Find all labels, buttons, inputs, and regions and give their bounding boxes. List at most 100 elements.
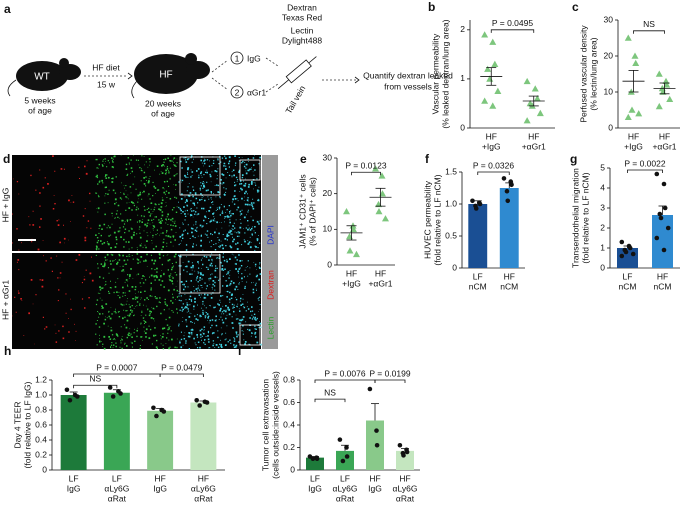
- x-tick-label: LF: [473, 271, 483, 281]
- micrograph-signal: [178, 253, 262, 350]
- x-tick-label: HF: [528, 131, 539, 141]
- significance-label: P = 0.0007: [96, 362, 137, 372]
- group-number: 1: [235, 53, 240, 63]
- x-tick-label: +IgG: [482, 141, 501, 151]
- significance-label: NS: [643, 19, 655, 29]
- mouse-label: HF: [159, 70, 172, 81]
- y-axis-label: (% of DAPI⁺ cells): [307, 177, 317, 246]
- significance-bracket: [490, 29, 535, 33]
- route-label: Tail vein: [283, 84, 307, 116]
- channel-label: Dextran: [265, 270, 275, 300]
- data-point: [658, 215, 664, 221]
- inset-box: [179, 156, 221, 196]
- x-tick-label: αRat: [396, 493, 415, 503]
- data-point: [505, 198, 511, 204]
- inset-box: [239, 159, 261, 181]
- data-point: [151, 405, 156, 411]
- data-point: [67, 397, 73, 403]
- y-tick-label: 0: [600, 262, 605, 272]
- data-point: [662, 77, 670, 84]
- data-point: [494, 87, 502, 94]
- x-tick-label: +αGr1: [368, 278, 392, 288]
- data-point: [536, 109, 544, 117]
- x-tick-label: LF: [112, 473, 122, 483]
- x-tick-label: HF: [375, 268, 386, 278]
- y-axis-label: JAM1⁺ CD31⁺ cells: [297, 174, 307, 248]
- bar: [190, 402, 217, 470]
- bar: [103, 392, 130, 470]
- channel-bar: [262, 155, 278, 349]
- significance-bracket: [627, 169, 663, 173]
- data-point: [655, 102, 663, 110]
- x-tick-label: αRat: [336, 493, 355, 503]
- x-tick-label: nCM: [469, 281, 487, 291]
- y-tick-label: 2: [460, 24, 465, 34]
- x-tick-label: αLy6G: [333, 483, 358, 493]
- x-tick-label: LF: [623, 271, 633, 281]
- panel-letter: g: [570, 152, 577, 166]
- y-tick-label: 0.4: [35, 434, 47, 444]
- mouse-tail: [7, 79, 17, 97]
- y-axis-label: (% leaked dextran/lung area): [440, 19, 450, 128]
- y-tick-label: 5: [600, 162, 605, 172]
- data-point: [504, 188, 510, 194]
- y-tick-label: 0: [452, 262, 457, 272]
- age-label: 5 weeks: [24, 95, 55, 105]
- x-tick-label: HF: [346, 268, 357, 278]
- x-tick-label: LF: [310, 473, 320, 483]
- x-tick-label: LF: [69, 473, 79, 483]
- bar: [468, 204, 488, 268]
- data-point: [533, 95, 541, 102]
- significance-label: NS: [89, 374, 101, 384]
- data-point: [110, 394, 116, 399]
- y-axis-label: (fold relative to LF nCM): [432, 174, 442, 265]
- y-axis-label: Tumor cell extravasation: [260, 379, 270, 472]
- data-point: [509, 182, 514, 188]
- panel-letter: h: [4, 344, 11, 358]
- y-axis-label: Day 4 TEER: [12, 401, 22, 448]
- y-axis-label: Perfused vascular density: [578, 25, 588, 123]
- x-tick-label: +IgG: [342, 278, 361, 288]
- significance-bracket: [314, 379, 376, 383]
- x-tick-label: +IgG: [624, 141, 643, 151]
- y-tick-label: 4: [600, 182, 605, 192]
- bar: [396, 450, 414, 470]
- y-tick-label: 10: [604, 86, 614, 96]
- y-tick-label: 0: [460, 122, 465, 132]
- arrow: [265, 57, 279, 67]
- data-point: [118, 391, 123, 396]
- data-point: [662, 205, 668, 211]
- syringe-needle: [277, 79, 290, 90]
- data-point: [367, 386, 373, 392]
- data-point: [352, 250, 360, 258]
- data-point: [337, 437, 343, 442]
- significance-bracket: [477, 171, 510, 175]
- data-point: [523, 77, 531, 85]
- data-point: [154, 413, 159, 419]
- syringe-barrel: [285, 59, 312, 84]
- panel-letter: b: [428, 0, 435, 14]
- micrograph-signal: [95, 253, 179, 350]
- group-label: IgG: [247, 53, 261, 63]
- y-tick-label: 0.6: [35, 419, 47, 429]
- y-tick-label: 2: [600, 222, 605, 232]
- x-tick-label: HF: [504, 271, 515, 281]
- y-axis-label: (cells outside:inside vessels): [270, 371, 280, 479]
- x-tick-label: HF: [486, 131, 497, 141]
- readout-label: Quantify dextran leaked: [363, 70, 453, 80]
- x-tick-label: HF: [154, 473, 165, 483]
- significance-label: P = 0.0495: [492, 18, 533, 28]
- data-point: [344, 454, 350, 459]
- y-tick-label: 0: [42, 464, 47, 474]
- data-point: [64, 387, 70, 393]
- panel-letter: d: [3, 152, 10, 166]
- data-point: [481, 97, 489, 104]
- data-point: [627, 245, 633, 251]
- data-point: [314, 456, 320, 462]
- injection-label: Dextran: [287, 2, 317, 12]
- y-tick-label: 0.2: [283, 442, 295, 452]
- mouse-label: WT: [34, 72, 50, 83]
- significance-bracket: [351, 171, 381, 176]
- data-point: [661, 247, 667, 253]
- data-point: [630, 251, 636, 257]
